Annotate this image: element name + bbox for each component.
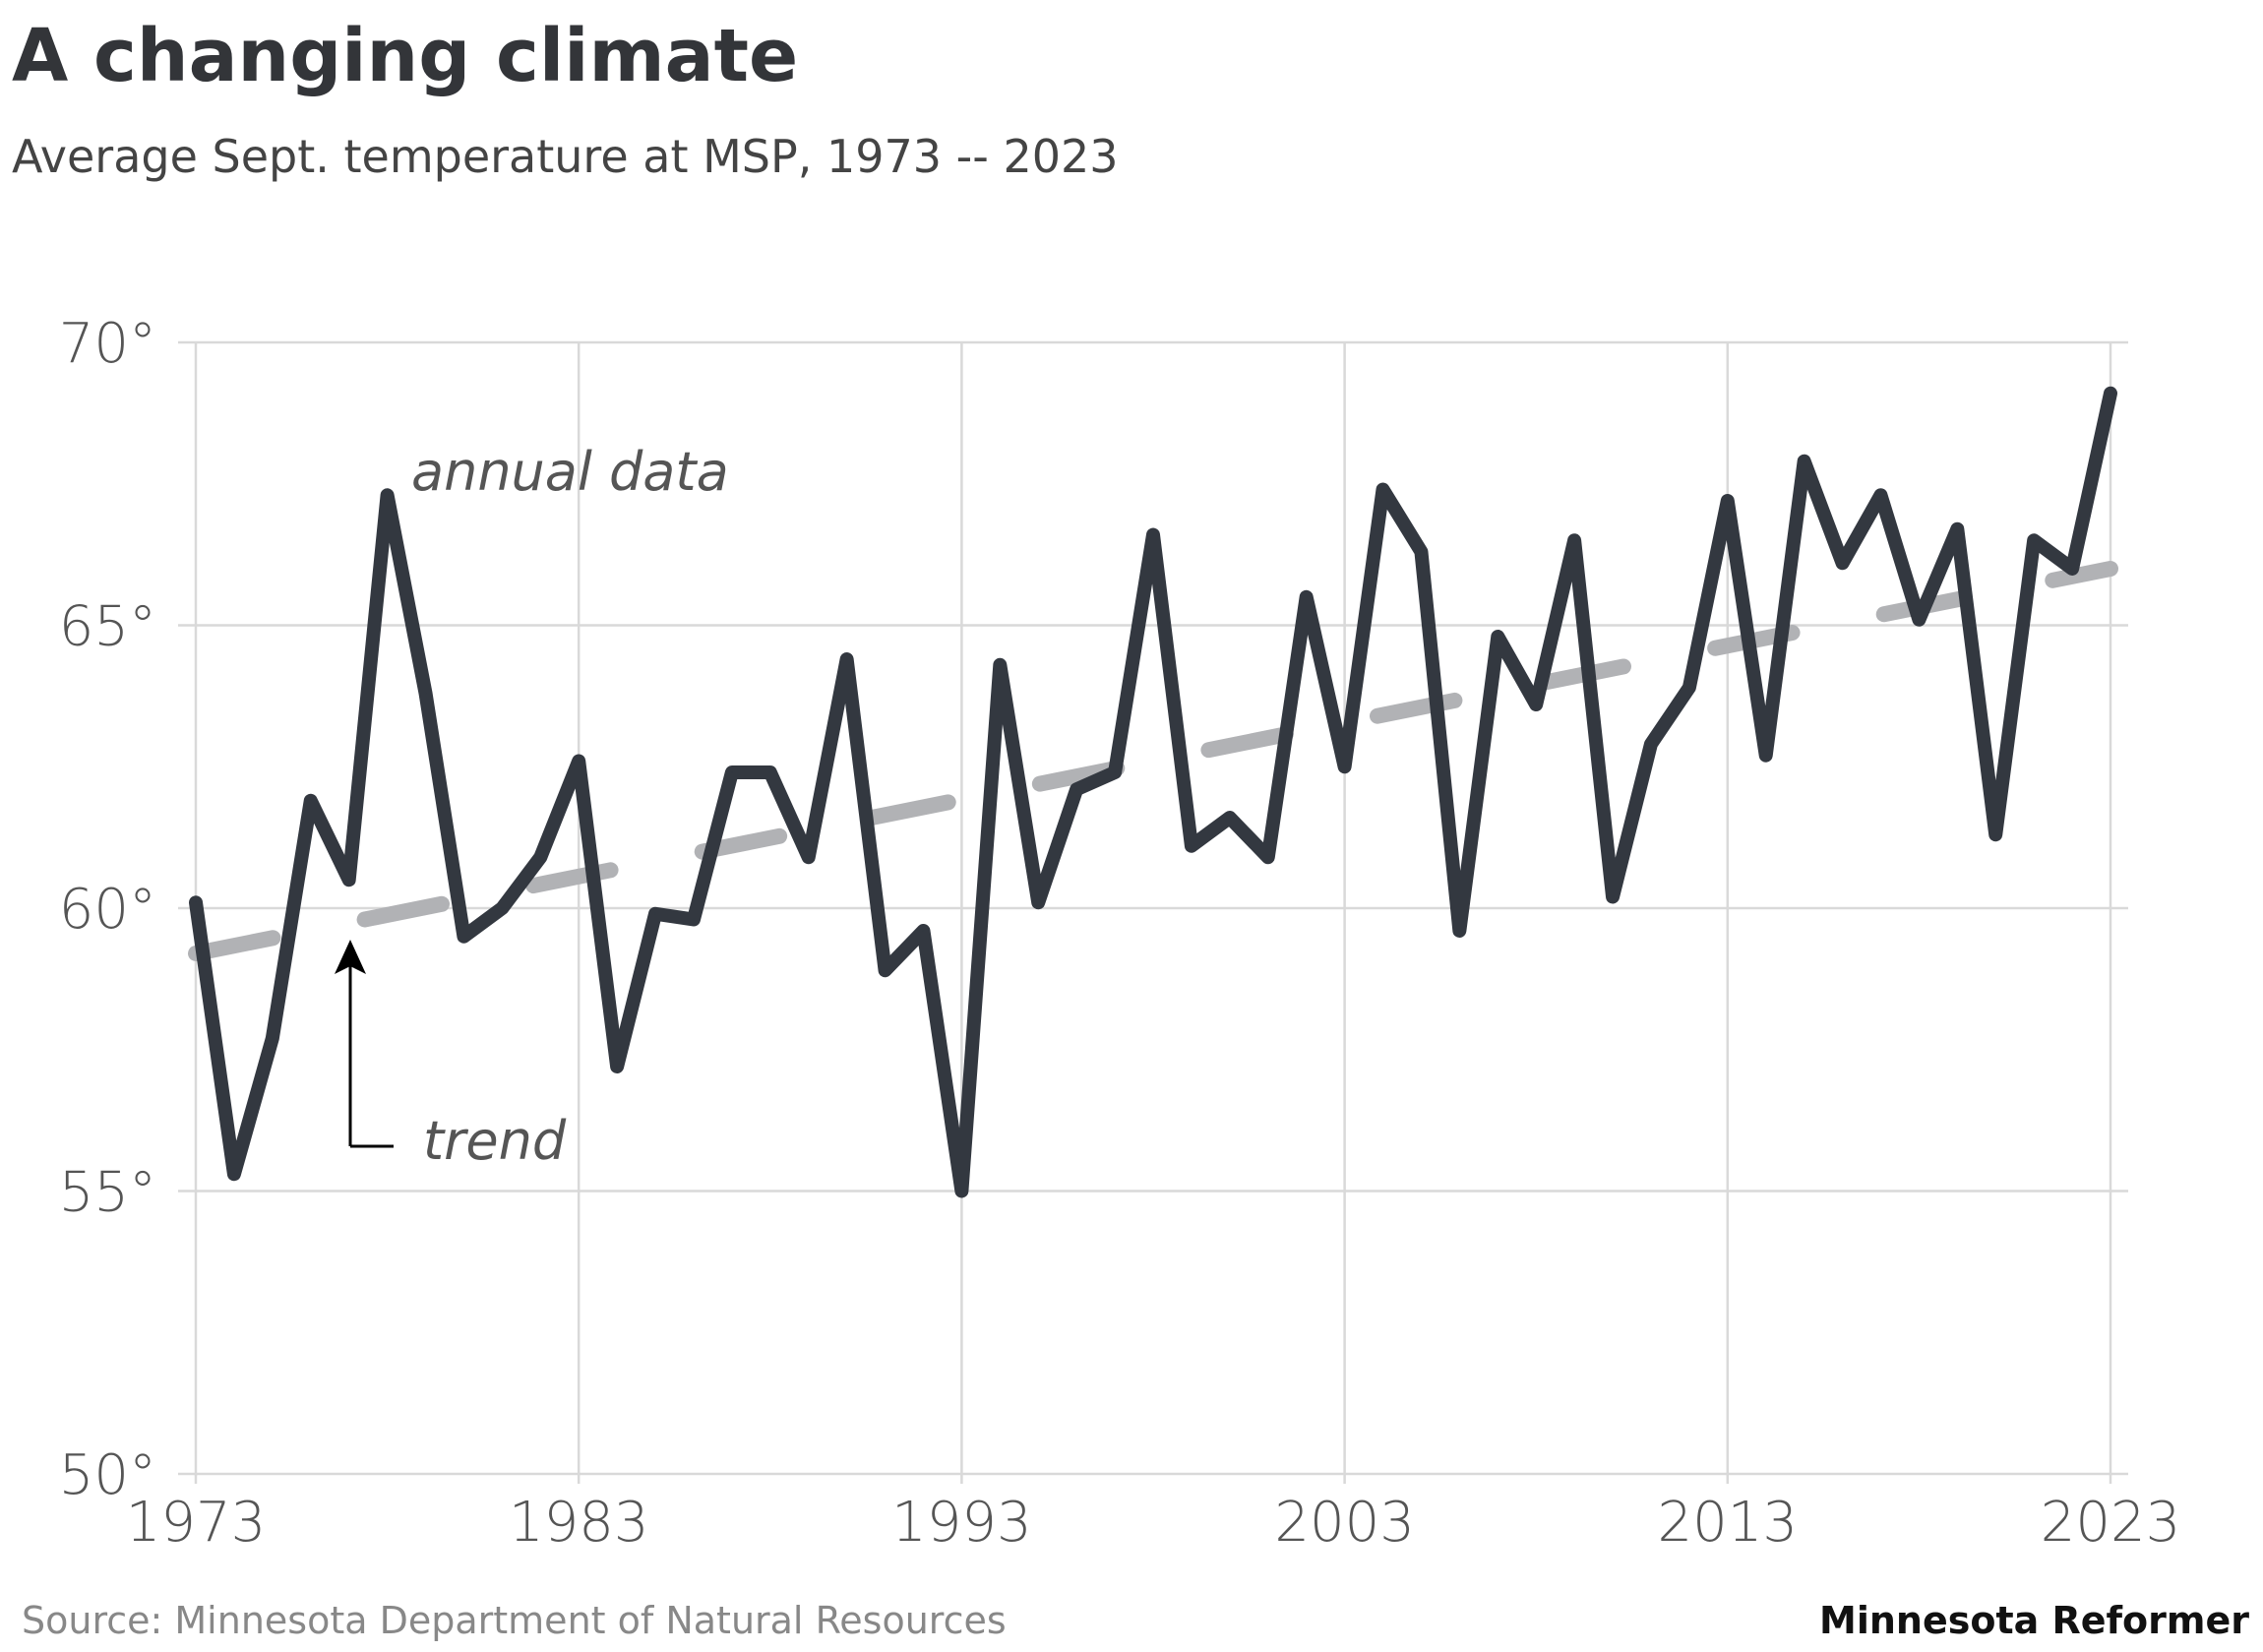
x-tick-label: 1983 xyxy=(509,1491,649,1555)
data-point-1997 xyxy=(1114,771,1117,773)
data-point-2006 xyxy=(1458,930,1461,932)
data-point-2011 xyxy=(1649,743,1652,746)
grid xyxy=(178,340,2128,1484)
data-point-1981 xyxy=(501,907,504,909)
x-tick-label: 2013 xyxy=(1658,1491,1799,1555)
trend-arrow-line xyxy=(348,964,394,1148)
source-note: Source: Minnesota Department of Natural … xyxy=(22,1599,1007,1642)
annotation-trend: trend xyxy=(423,1110,567,1172)
data-point-1983 xyxy=(578,760,581,763)
data-point-1977 xyxy=(347,879,350,882)
chart-subtitle: Average Sept. temperature at MSP, 1973 -… xyxy=(12,130,1119,183)
data-point-1980 xyxy=(462,935,465,938)
data-point-1986 xyxy=(692,918,695,921)
x-tick-label: 2023 xyxy=(2041,1491,2181,1555)
data-point-2017 xyxy=(1879,494,1882,497)
data-point-2015 xyxy=(1803,459,1805,462)
data-point-1998 xyxy=(1152,533,1154,536)
data-point-2003 xyxy=(1343,765,1346,768)
data-point-1991 xyxy=(884,969,887,972)
data-point-1990 xyxy=(845,658,848,660)
data-point-2010 xyxy=(1612,895,1615,898)
series-layer xyxy=(188,386,2118,1198)
x-axis: 1973 1983 1993 2003 2013 2023 xyxy=(126,1491,2181,1555)
data-point-1987 xyxy=(730,771,733,773)
y-axis: 50° 55° 60° 65° 70° xyxy=(59,312,156,1507)
y-tick-label: 60° xyxy=(59,878,156,942)
y-tick-label: 70° xyxy=(59,312,156,376)
data-point-1973 xyxy=(195,901,197,904)
data-point-2018 xyxy=(1918,618,1921,621)
trend-line xyxy=(188,561,2118,961)
annotations: annual data trend xyxy=(335,441,729,1172)
arrow-up-icon xyxy=(335,940,366,974)
chart-title: A changing climate xyxy=(12,14,798,98)
brand-logo: Minnesota Reformer xyxy=(1819,1599,2249,1642)
data-point-1988 xyxy=(768,771,771,773)
data-point-1978 xyxy=(386,494,389,497)
data-point-1982 xyxy=(539,856,542,859)
data-point-2023 xyxy=(2110,392,2111,395)
data-point-1975 xyxy=(271,1037,274,1040)
data-point-2012 xyxy=(1687,686,1690,689)
data-point-1992 xyxy=(922,930,925,932)
data-point-2009 xyxy=(1573,539,1576,542)
data-point-1994 xyxy=(999,663,1002,666)
annual-data-line xyxy=(189,386,2117,1198)
data-point-1976 xyxy=(309,799,312,802)
data-point-2019 xyxy=(1956,527,1959,530)
data-point-2005 xyxy=(1420,550,1423,553)
data-point-2002 xyxy=(1305,595,1308,598)
data-point-1989 xyxy=(807,856,810,859)
data-point-1995 xyxy=(1037,901,1040,904)
data-point-2013 xyxy=(1726,500,1729,502)
y-tick-label: 50° xyxy=(59,1443,156,1507)
y-tick-label: 65° xyxy=(59,595,156,659)
data-point-2001 xyxy=(1266,856,1269,859)
data-point-2000 xyxy=(1228,817,1231,819)
data-point-2022 xyxy=(2071,568,2074,570)
y-tick-label: 55° xyxy=(59,1161,156,1225)
x-tick-label: 2003 xyxy=(1274,1491,1415,1555)
data-point-2014 xyxy=(1764,754,1767,757)
x-tick-label: 1973 xyxy=(126,1491,267,1555)
data-point-1996 xyxy=(1075,788,1078,791)
data-point-2008 xyxy=(1535,704,1538,705)
data-point-2020 xyxy=(1994,833,1997,836)
data-point-2004 xyxy=(1381,488,1384,491)
data-point-1999 xyxy=(1190,844,1193,847)
data-point-2021 xyxy=(2033,539,2036,542)
data-point-1979 xyxy=(424,692,427,695)
x-tick-label: 1993 xyxy=(891,1491,1032,1555)
data-point-1985 xyxy=(654,912,657,915)
data-point-2016 xyxy=(1841,562,1844,565)
data-point-1984 xyxy=(616,1066,619,1068)
data-point-2007 xyxy=(1497,636,1499,638)
annotation-annual-data: annual data xyxy=(411,441,729,503)
data-point-1993 xyxy=(960,1190,963,1193)
data-point-1974 xyxy=(232,1173,235,1176)
